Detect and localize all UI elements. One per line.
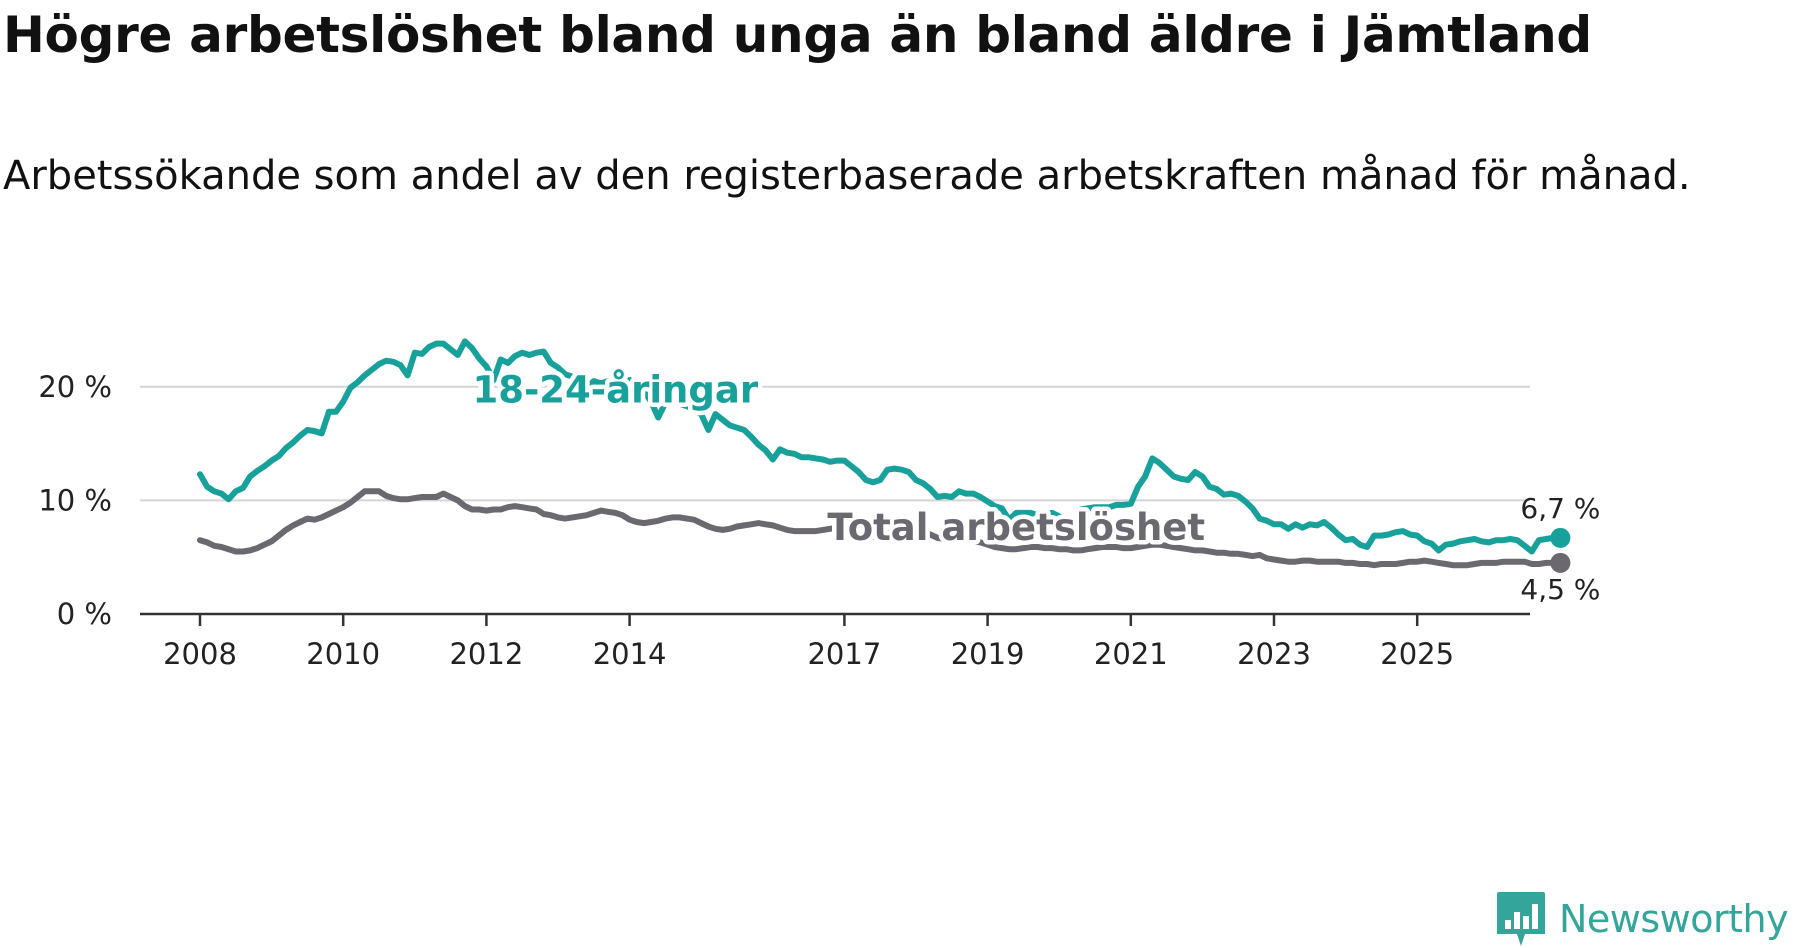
x-tick-label: 2023	[1237, 637, 1311, 671]
y-tick-label: 20 %	[38, 370, 112, 404]
end-value-label-total: 4,5 %	[1520, 573, 1600, 606]
x-tick-label: 2012	[449, 637, 523, 671]
end-point-youth	[1550, 527, 1571, 548]
chart-subtitle: Arbetssökande som andel av den registerb…	[3, 153, 1691, 199]
series-line-total	[197, 488, 1564, 569]
series-label-halo-total: Total arbetslöshet	[827, 506, 1205, 549]
x-tick-label: 2010	[306, 637, 380, 671]
y-tick-label: 10 %	[38, 483, 112, 517]
x-tick-label: 2021	[1094, 637, 1168, 671]
x-tick-label: 2017	[807, 637, 881, 671]
y-tick-label: 0 %	[57, 597, 112, 631]
brand-logo: Newsworthy	[1495, 890, 1789, 948]
bar-chart-icon	[1497, 892, 1545, 946]
end-value-label-youth: 6,7 %	[1520, 492, 1600, 525]
x-tick-label: 2008	[163, 637, 237, 671]
series-label-total: Total arbetslöshet	[827, 506, 1205, 549]
brand-name: Newsworthy	[1559, 897, 1789, 941]
series-label-halo-youth: 18-24-åringar	[472, 369, 758, 412]
x-tick-label: 2025	[1380, 637, 1454, 671]
series-line-youth	[197, 338, 1564, 555]
x-tick-label: 2014	[593, 637, 667, 671]
end-point-total	[1550, 552, 1571, 573]
series-label-youth: 18-24-åringar	[472, 369, 758, 412]
x-tick-label: 2019	[951, 637, 1025, 671]
chart-title: Högre arbetslöshet bland unga än bland ä…	[3, 6, 1592, 64]
